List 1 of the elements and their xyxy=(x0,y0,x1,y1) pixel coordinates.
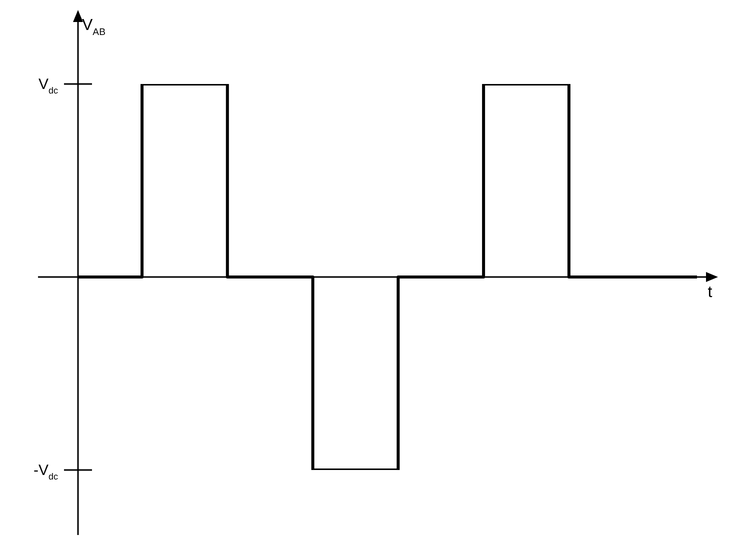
x-axis-title: t xyxy=(708,284,713,301)
